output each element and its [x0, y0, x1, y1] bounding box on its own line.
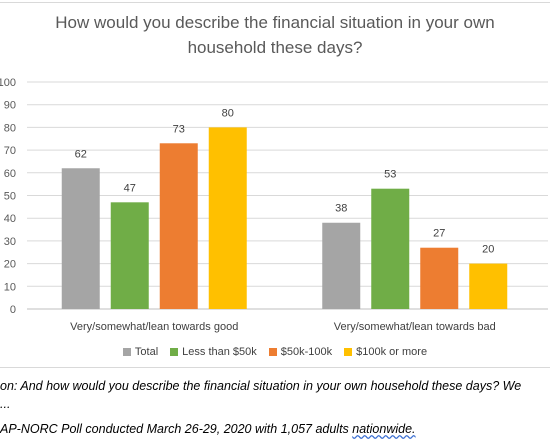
data-label: 73: [173, 123, 185, 135]
source-note: AP-NORC Poll conducted March 26-29, 2020…: [0, 422, 416, 436]
y-tick-label: 60: [4, 168, 16, 180]
category-label: Very/somewhat/lean towards good: [70, 321, 238, 333]
bar: [159, 143, 198, 309]
chart-title-line-1: How would you describe the financial sit…: [55, 13, 495, 32]
bar: [208, 127, 247, 310]
y-tick-label: 70: [4, 145, 16, 157]
bar: [322, 222, 361, 309]
y-tick-label: 90: [4, 100, 16, 112]
chart-legend: Total Less than $50k $50k-100k $100k or mor…: [0, 346, 550, 358]
data-label: 27: [433, 228, 445, 240]
y-tick-label: 30: [4, 236, 16, 248]
legend-label: Less than $50k: [182, 346, 257, 358]
bar: [371, 188, 410, 309]
legend-item: Less than $50k: [170, 346, 257, 358]
y-axis-ticks: 0 10 20 30 40 50 60 70 80 90 100: [0, 77, 16, 316]
legend-swatch: [122, 348, 131, 356]
source-text: AP-NORC Poll conducted March 26-29, 2020…: [0, 422, 353, 436]
legend-label: $50k-100k: [280, 346, 333, 358]
legend-label: $100k or more: [356, 346, 428, 358]
chart-title-line-2: household these days?: [187, 38, 363, 57]
question-note-continued: ...: [0, 397, 11, 411]
bar: [61, 168, 100, 309]
bar: [420, 247, 459, 309]
bar: [110, 202, 149, 309]
data-label: 47: [124, 182, 136, 194]
data-label: 53: [384, 169, 396, 181]
y-tick-label: 10: [4, 281, 16, 293]
data-label: 62: [75, 148, 87, 160]
chart-title: How would you describe the financial sit…: [0, 10, 550, 60]
y-tick-label: 40: [4, 213, 16, 225]
y-tick-label: 20: [4, 259, 16, 271]
legend-swatch: [268, 348, 277, 356]
source-text-underlined: nationwide.: [352, 422, 416, 436]
question-note: on: And how would you describe the finan…: [0, 379, 522, 393]
data-labels: 62 47 73 80 38 53 27 20: [75, 107, 495, 255]
legend-item: Total: [122, 346, 159, 358]
y-tick-label: 80: [4, 122, 16, 134]
data-label: 20: [482, 244, 494, 256]
bars: [61, 127, 508, 310]
y-tick-label: 100: [0, 77, 16, 89]
data-label: 38: [335, 203, 347, 215]
y-tick-label: 0: [10, 304, 16, 316]
bar: [469, 263, 508, 309]
category-label: Very/somewhat/lean towards bad: [334, 321, 496, 333]
legend-swatch: [344, 348, 353, 356]
legend-label: Total: [134, 346, 159, 358]
legend-item: $50k-100k: [268, 346, 333, 358]
y-tick-label: 50: [4, 191, 16, 203]
legend-item: $100k or more: [344, 346, 427, 358]
category-labels: Very/somewhat/lean towards good Very/some…: [70, 321, 496, 333]
legend-swatch: [170, 348, 179, 356]
data-label: 80: [222, 107, 234, 119]
